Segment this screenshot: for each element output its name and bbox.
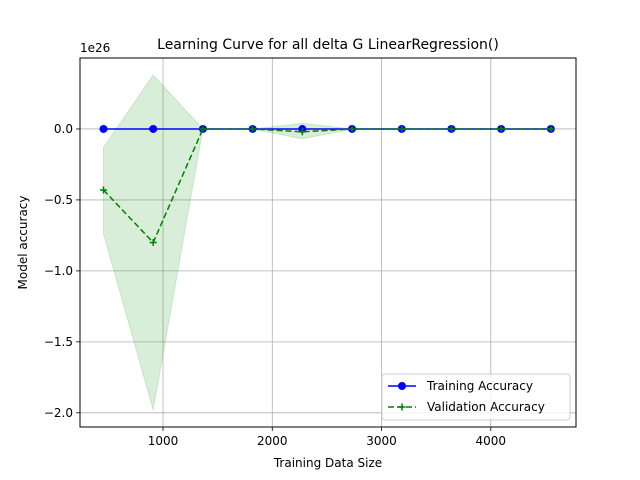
- confidence-bands: [102, 74, 551, 411]
- data-point-1: [447, 125, 455, 133]
- y-axis-label: Model accuracy: [16, 196, 30, 290]
- y-tick-label: −2.0: [44, 406, 73, 420]
- data-point-1: [99, 186, 107, 194]
- plot-frame: [79, 57, 577, 428]
- data-point-1: [199, 125, 207, 133]
- axis-ticks: 1000 2000 3000 4000 0.0 −0.5 −1.0 −1.5 −2.0: [44, 122, 506, 448]
- y-tick-label: 0.0: [54, 122, 73, 136]
- y-tick-label: −0.5: [44, 193, 73, 207]
- y-offset-label: 1e26: [80, 41, 110, 55]
- legend-label-0: Training Accuracy: [426, 379, 533, 393]
- legend: Training Accuracy Validation Accuracy: [381, 373, 571, 421]
- chart-title: Learning Curve for all delta G LinearReg…: [157, 37, 499, 53]
- x-tick-label: 4000: [476, 434, 507, 448]
- data-point-1: [497, 125, 505, 133]
- data-point-1: [398, 125, 406, 133]
- x-tick-label: 2000: [257, 434, 288, 448]
- data-point-1: [348, 125, 356, 133]
- data-point-1: [149, 239, 157, 246]
- x-axis-label: Training Data Size: [273, 456, 382, 470]
- series-lines: [99, 124, 555, 246]
- data-point-0: [149, 124, 158, 133]
- data-point-1: [249, 125, 257, 133]
- data-point-0: [99, 124, 108, 133]
- confidence-band-1: [102, 74, 551, 411]
- data-point-1: [298, 128, 306, 136]
- y-tick-label: −1.0: [44, 264, 73, 278]
- legend-box: [381, 373, 571, 421]
- data-point-1: [547, 125, 555, 133]
- y-tick-label: −1.5: [44, 335, 73, 349]
- series-line-1: [102, 128, 551, 244]
- legend-label-1: Validation Accuracy: [427, 400, 545, 414]
- legend-marker-1: [398, 403, 406, 411]
- x-tick-label: 1000: [148, 434, 179, 448]
- legend-marker-0: [398, 382, 406, 390]
- x-tick-label: 3000: [366, 434, 397, 448]
